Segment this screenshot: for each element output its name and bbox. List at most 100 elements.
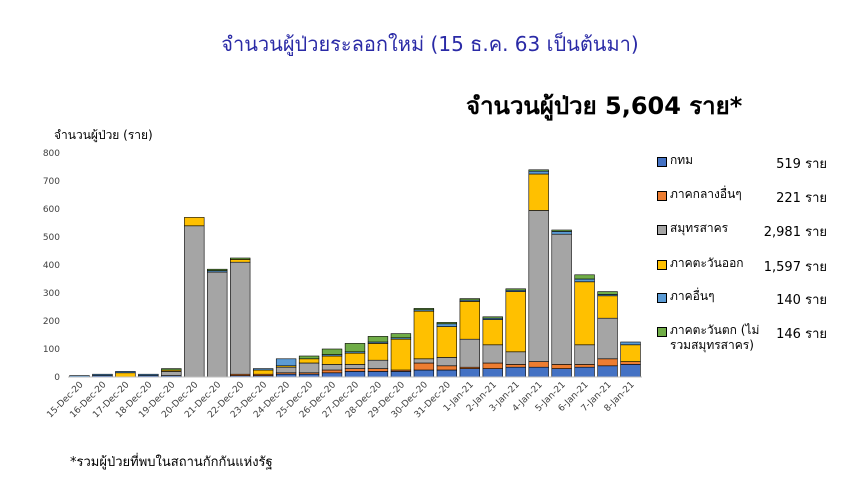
bars-group <box>69 169 641 378</box>
bar-26-Dec-20-series-1 <box>321 369 343 374</box>
bar-2-Jan-21-series-0 <box>482 368 503 378</box>
y-tick-label-300: 300 <box>43 289 60 299</box>
bar-30-Dec-20-series-0 <box>413 369 435 378</box>
bar-1-Jan-21-series-2 <box>459 338 480 368</box>
legend-item-5: ภาคตะวันตก (ไม่รวมสมุทรสาคร) 146 ราย <box>657 323 837 352</box>
bar-5-Jan-21-series-0 <box>551 368 572 378</box>
bar-8-Jan-21-series-4 <box>620 341 641 346</box>
y-tick-label-200: 200 <box>43 317 60 327</box>
bar-28-Dec-20-series-1 <box>367 368 389 372</box>
bar-3-Jan-21-series-3 <box>505 291 526 353</box>
bar-26-Dec-20-series-0 <box>321 372 343 378</box>
bar-25-Dec-20-series-2 <box>298 362 320 374</box>
bar-8-Jan-21-series-0 <box>620 364 641 378</box>
bar-25-Dec-20-series-3 <box>298 358 320 364</box>
bar-29-Dec-20-series-0 <box>390 371 412 378</box>
bar-27-Dec-20-series-5 <box>344 343 366 353</box>
bar-6-Jan-21-series-5 <box>574 274 595 280</box>
legend-total: 221 ราย <box>776 191 827 206</box>
bar-31-Dec-20-series-2 <box>436 357 458 367</box>
bar-27-Dec-20-series-3 <box>344 352 366 365</box>
bar-29-Dec-20-series-5 <box>390 333 412 339</box>
bar-7-Jan-21-series-3 <box>597 295 618 319</box>
bar-4-Jan-21-series-2 <box>528 210 549 362</box>
bar-21-Dec-20-series-2 <box>207 271 228 378</box>
legend-label: กทม <box>670 153 694 167</box>
bar-1-Jan-21-series-0 <box>459 368 480 378</box>
bar-7-Jan-21-series-0 <box>597 365 618 378</box>
bar-27-Dec-20-series-0 <box>344 371 366 378</box>
bar-26-Dec-20-series-5 <box>321 348 343 355</box>
y-tick-label-400: 400 <box>43 261 60 271</box>
bar-6-Jan-21-series-2 <box>574 344 595 365</box>
bar-31-Dec-20-series-0 <box>436 369 458 378</box>
bar-3-Jan-21-series-2 <box>505 351 526 365</box>
footnote: *รวมผู้ป่วยที่พบในสถานกักกันแห่งรัฐ <box>70 455 273 470</box>
legend-label: สมุทรสาคร <box>670 221 729 235</box>
bar-7-Jan-21-series-2 <box>597 317 618 360</box>
bar-19-Dec-20-series-5 <box>161 368 182 371</box>
legend-label: ภาคกลางอื่นๆ <box>670 187 742 201</box>
bar-17-Dec-20-series-3 <box>115 372 136 378</box>
bar-2-Jan-21-series-3 <box>482 319 503 346</box>
bar-2-Jan-21-series-2 <box>482 344 503 364</box>
bar-31-Dec-20-series-5 <box>436 322 458 325</box>
bar-23-Dec-20-series-4 <box>252 368 274 371</box>
bar-7-Jan-21-series-1 <box>597 358 618 367</box>
legend-label: ภาคอื่นๆ <box>670 289 715 303</box>
legend-swatch <box>657 225 667 235</box>
bar-2-Jan-21-series-5 <box>482 316 503 319</box>
legend-item-2: สมุทรสาคร 2,981 ราย <box>657 221 837 241</box>
bar-6-Jan-21-series-4 <box>574 278 595 283</box>
bar-27-Dec-20-series-1 <box>344 368 366 372</box>
bar-26-Dec-20-series-2 <box>321 364 343 371</box>
bar-30-Dec-20-series-2 <box>413 358 435 364</box>
bar-28-Dec-20-series-5 <box>367 336 389 343</box>
bar-8-Jan-21-series-3 <box>620 344 641 362</box>
bar-22-Dec-20-series-3 <box>230 259 251 263</box>
bar-4-Jan-21-series-1 <box>528 361 549 368</box>
bar-3-Jan-21-series-1 <box>505 364 526 368</box>
bar-24-Dec-20-series-2 <box>275 366 297 374</box>
bar-31-Dec-20-series-4 <box>436 323 458 327</box>
y-tick-label-500: 500 <box>43 233 60 243</box>
bar-16-Dec-20-series-4 <box>92 373 113 376</box>
bar-21-Dec-20-series-5 <box>207 268 228 271</box>
legend-item-1: ภาคกลางอื่นๆ 221 ราย <box>657 187 837 207</box>
bar-6-Jan-21-series-3 <box>574 281 595 346</box>
y-tick-label-100: 100 <box>43 345 60 355</box>
bar-31-Dec-20-series-1 <box>436 365 458 371</box>
bar-19-Dec-20-series-2 <box>161 371 182 376</box>
bar-25-Dec-20-series-5 <box>298 355 320 360</box>
bar-24-Dec-20-series-4 <box>275 358 297 367</box>
legend-item-4: ภาคอื่นๆ 140 ราย <box>657 289 837 309</box>
legend-swatch <box>657 327 667 337</box>
bar-5-Jan-21-series-1 <box>551 364 572 369</box>
bar-4-Jan-21-series-5 <box>528 169 549 172</box>
bar-6-Jan-21-series-1 <box>574 364 595 368</box>
legend-label: ภาคตะวันตก (ไม่รวมสมุทรสาคร) <box>670 323 760 352</box>
y-axis-label: จำนวนผู้ป่วย (ราย) <box>54 128 153 142</box>
bar-3-Jan-21-series-5 <box>505 288 526 291</box>
bar-4-Jan-21-series-4 <box>528 170 549 175</box>
bar-31-Dec-20-series-3 <box>436 326 458 358</box>
legend-total: 1,597 ราย <box>763 260 827 275</box>
bar-5-Jan-21-series-2 <box>551 233 572 365</box>
bar-30-Dec-20-series-3 <box>413 310 435 360</box>
bar-29-Dec-20-series-3 <box>390 338 412 371</box>
bar-30-Dec-20-series-5 <box>413 308 435 311</box>
bar-4-Jan-21-series-3 <box>528 173 549 211</box>
y-tick-label-800: 800 <box>43 149 60 159</box>
bar-1-Jan-21-series-3 <box>459 301 480 340</box>
bar-7-Jan-21-series-5 <box>597 291 618 295</box>
bar-20-Dec-20-series-2 <box>184 225 205 378</box>
bar-23-Dec-20-series-3 <box>252 369 274 375</box>
legend-item-0: กทม 519 ราย <box>657 153 837 173</box>
y-tick-label-700: 700 <box>43 177 60 187</box>
legend-swatch <box>657 191 667 201</box>
legend-swatch <box>657 293 667 303</box>
legend-swatch <box>657 260 667 270</box>
bar-20-Dec-20-series-3 <box>184 217 205 227</box>
legend-total: 519 ราย <box>776 157 827 172</box>
bar-22-Dec-20-series-2 <box>230 261 251 375</box>
